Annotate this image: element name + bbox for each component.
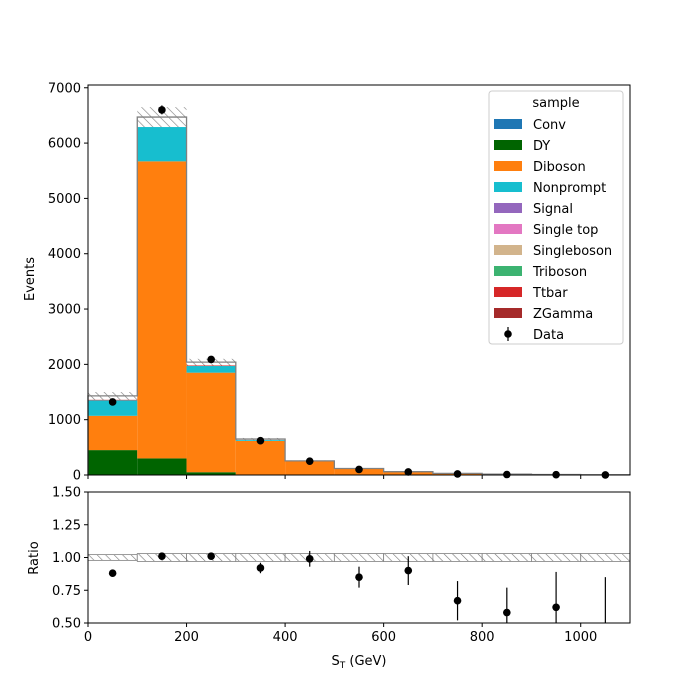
- data-point: [256, 436, 265, 445]
- ratio-panel: 0.50 0.75 1.00 1.25 1.50 0 200 400 600 800 1000: [52, 486, 631, 645]
- ratio-point: [503, 608, 511, 617]
- y-axis-label-ratio: Ratio: [27, 541, 42, 574]
- y-tick-label-bottom: 0.50: [52, 617, 81, 632]
- legend-label-nonprompt: Nonprompt: [533, 181, 606, 196]
- data-point: [305, 457, 314, 465]
- ratio-uncertainty-band: [333, 553, 385, 562]
- legend-swatch-single-top: [494, 224, 522, 234]
- legend: sample Conv DY Diboson Nonprompt Signal Single…: [488, 90, 624, 345]
- bar-diboson: [235, 440, 286, 475]
- legend-swatch-conv: [494, 119, 522, 129]
- data-point: [404, 468, 413, 476]
- main-histogram-panel: 0 1000 2000 3000 4000 5000 6000 7000: [48, 81, 631, 484]
- legend-swatch-nonprompt: [494, 182, 522, 192]
- bar-dy: [137, 458, 187, 475]
- x-axis-label-main: S: [331, 654, 339, 669]
- legend-swatch-ttbar: [494, 287, 522, 297]
- y-tick-label-top: 5000: [48, 192, 81, 207]
- y-tick-label-bottom: 1.50: [52, 486, 81, 501]
- x-axis-label: ST (GeV): [331, 654, 386, 671]
- ratio-uncertainty-band: [481, 553, 532, 562]
- legend-label-data: Data: [533, 328, 564, 343]
- y-tick-label-bottom: 0.75: [52, 584, 81, 599]
- legend-swatch-dy: [494, 140, 522, 150]
- bar-nonprompt: [137, 125, 187, 162]
- legend-data-marker: [504, 330, 512, 338]
- legend-label-zgamma: ZGamma: [533, 307, 593, 322]
- ratio-uncertainty-band: [580, 553, 631, 562]
- ratio-uncertainty-band: [432, 553, 483, 562]
- y-tick-label-top: 1000: [48, 413, 81, 428]
- legend-label-diboson: Diboson: [533, 160, 586, 175]
- ratio-uncertainty-band: [235, 553, 286, 562]
- y-tick-label-top: 3000: [48, 303, 81, 318]
- legend-swatch-singleboson: [494, 245, 522, 255]
- ratio-point: [305, 555, 314, 563]
- legend-frame: [488, 90, 624, 345]
- bar-nonprompt: [88, 400, 138, 416]
- legend-title: sample: [532, 96, 579, 111]
- x-tick-label: 0: [84, 630, 92, 645]
- bar-diboson: [285, 461, 335, 475]
- bar-diboson: [88, 415, 138, 451]
- legend-swatch-signal: [494, 203, 522, 213]
- ratio-points: [108, 550, 606, 623]
- y-tick-label-bottom: 1.25: [52, 518, 81, 533]
- y-tick-label-top: 0: [73, 469, 81, 484]
- ratio-point: [158, 552, 166, 560]
- data-point: [207, 355, 215, 364]
- ratio-point: [552, 603, 560, 612]
- bar-dy: [186, 472, 236, 475]
- legend-swatch-triboson: [494, 266, 522, 276]
- data-point: [108, 398, 117, 406]
- ratio-uncertainty-band: [531, 553, 582, 562]
- ratio-point: [453, 596, 462, 605]
- data-point: [158, 106, 166, 114]
- data-point: [453, 470, 462, 478]
- legend-label-single-top: Single top: [533, 223, 598, 238]
- y-tick-label-top: 6000: [48, 137, 81, 152]
- x-tick-label: 800: [470, 630, 495, 645]
- legend-label-dy: DY: [533, 139, 550, 154]
- ratio-point: [404, 566, 413, 575]
- y-tick-label-top: 2000: [48, 358, 81, 373]
- bar-dy: [88, 450, 138, 475]
- ratio-point: [207, 552, 215, 560]
- x-tick-label: 400: [273, 630, 298, 645]
- y-axis-label-events: Events: [23, 257, 38, 301]
- bar-diboson: [186, 372, 236, 473]
- ratio-point: [355, 573, 363, 581]
- bar-nonprompt: [186, 366, 236, 373]
- x-axis-label-unit: (GeV): [345, 654, 386, 669]
- ratio-point: [256, 564, 265, 572]
- legend-label-conv: Conv: [533, 118, 566, 133]
- top-plot-frame: [87, 84, 631, 476]
- y-tick-label-top: 4000: [48, 247, 81, 262]
- x-tick-label: 200: [174, 630, 199, 645]
- data-point: [355, 465, 363, 474]
- legend-swatch-zgamma: [494, 308, 522, 318]
- legend-label-singleboson: Singleboson: [533, 244, 612, 259]
- legend-label-signal: Signal: [533, 202, 573, 217]
- y-tick-label-bottom: 1.00: [52, 551, 81, 566]
- bar-diboson: [137, 161, 187, 459]
- y-tick-label-top: 7000: [48, 81, 81, 96]
- x-tick-label: 1000: [564, 630, 597, 645]
- x-axis-label-subscript: T: [339, 661, 346, 671]
- legend-label-ttbar: Ttbar: [532, 286, 568, 301]
- ratio-point: [108, 569, 117, 578]
- legend-label-triboson: Triboson: [532, 265, 587, 280]
- legend-swatch-diboson: [494, 161, 522, 171]
- bar-ttbar: [186, 365, 236, 367]
- ratio-uncertainty-band: [87, 554, 138, 561]
- x-tick-label: 600: [371, 630, 396, 645]
